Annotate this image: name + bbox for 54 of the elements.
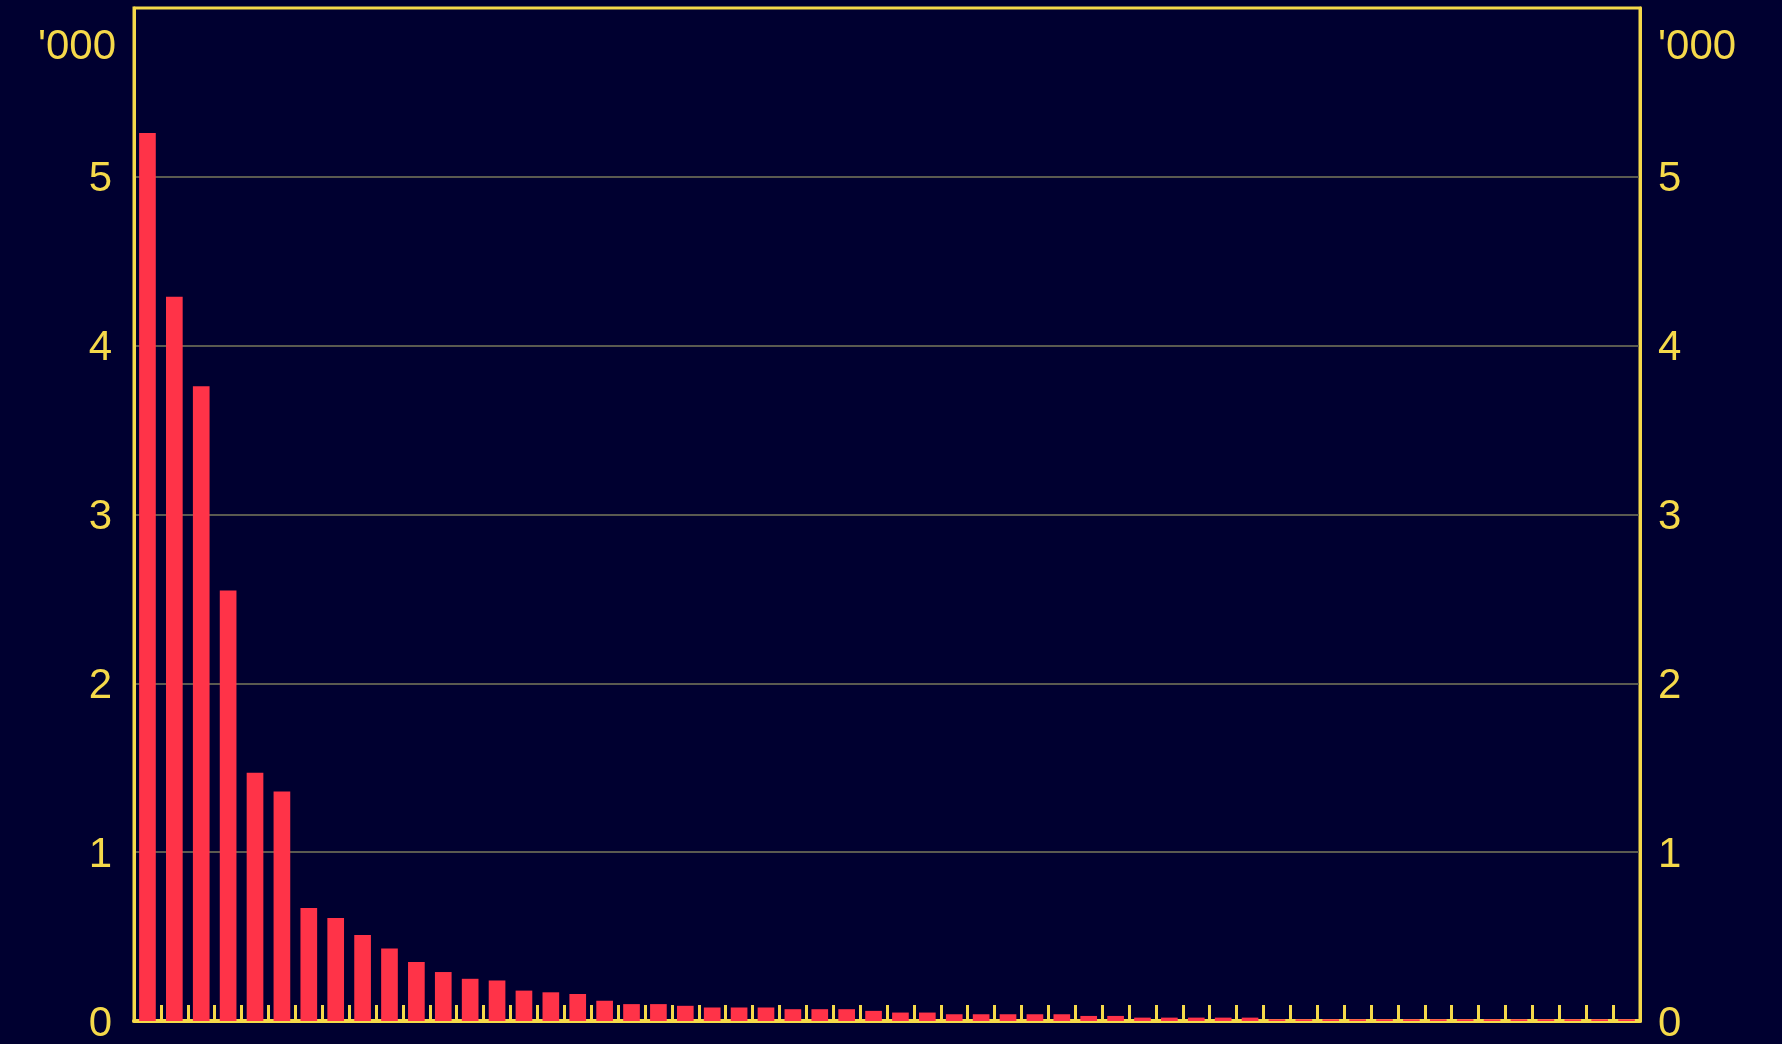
bar (676, 1005, 694, 1021)
y-tick-label: 0 (88, 997, 112, 1044)
y2-tick-label: 3 (1658, 491, 1682, 538)
bar (784, 1009, 802, 1021)
bar (327, 918, 345, 1021)
bar (246, 772, 264, 1021)
bar (838, 1009, 855, 1021)
y2-axis-title: '000 (1658, 20, 1737, 68)
bar (1161, 1017, 1178, 1021)
bar (461, 978, 479, 1021)
y-tick-label: 1 (88, 828, 112, 876)
y-axis-title: '000 (37, 20, 116, 68)
bar (515, 990, 533, 1021)
bar (972, 1014, 990, 1021)
bar (1134, 1017, 1151, 1021)
y-tick-label: 2 (88, 659, 112, 707)
bar (945, 1014, 963, 1021)
bar (811, 1009, 829, 1021)
bar (1053, 1014, 1071, 1021)
bar (434, 972, 452, 1021)
y2-tick-label: 5 (1658, 153, 1682, 201)
bar (1107, 1015, 1124, 1021)
bar (757, 1007, 775, 1021)
y-tick-label: 3 (88, 491, 112, 538)
bar (408, 961, 425, 1021)
bar (650, 1004, 667, 1021)
bar (1187, 1017, 1205, 1021)
bar (139, 132, 156, 1021)
y-tick-label: 4 (88, 322, 112, 370)
bar (354, 934, 371, 1021)
bar (999, 1014, 1017, 1021)
y2-tick-label: 4 (1658, 322, 1682, 370)
bar (703, 1007, 721, 1021)
bar (569, 993, 587, 1021)
bar (865, 1010, 882, 1021)
y2-tick-label: 0 (1658, 997, 1682, 1044)
bar (623, 1004, 640, 1021)
bar (596, 1000, 613, 1021)
bar (219, 590, 237, 1021)
bar (1080, 1015, 1098, 1021)
y2-tick-label: 1 (1658, 828, 1682, 876)
bar (542, 992, 560, 1021)
bar (381, 948, 398, 1021)
bar (919, 1012, 936, 1021)
y-tick-label: 5 (88, 153, 112, 201)
bar (1026, 1014, 1044, 1021)
bar (730, 1007, 748, 1021)
y2-tick-label: 2 (1658, 659, 1682, 707)
bar (300, 907, 318, 1021)
bar (192, 386, 210, 1021)
bar (892, 1012, 909, 1021)
bar (273, 791, 291, 1021)
bar (166, 296, 183, 1021)
bar (488, 980, 506, 1021)
